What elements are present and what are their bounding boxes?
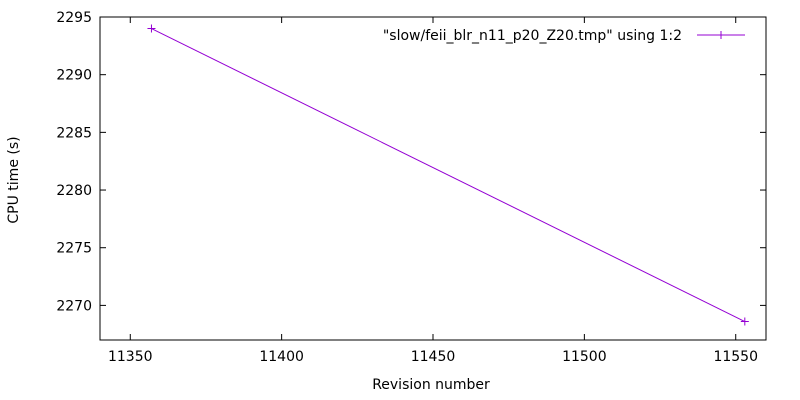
- series-layer: [147, 24, 749, 326]
- y-tick-label: 2295: [56, 10, 92, 26]
- y-axis-label: CPU time (s): [6, 136, 22, 223]
- y-tick-label: 2275: [56, 241, 92, 257]
- x-tick-label: 11400: [259, 349, 304, 365]
- x-axis-ticks: 11350 11400 11450 11500 11550: [108, 17, 758, 365]
- x-tick-label: 11350: [108, 349, 153, 365]
- legend: "slow/feii_blr_n11_p20_Z20.tmp" using 1:…: [383, 28, 745, 44]
- y-tick-label: 2285: [56, 125, 92, 141]
- x-tick-label: 11550: [713, 349, 758, 365]
- x-tick-label: 11500: [562, 349, 607, 365]
- data-point-marker: [740, 317, 749, 326]
- x-axis-label: Revision number: [372, 377, 490, 393]
- y-axis-ticks: 2270 2275 2280 2285 2290 2295: [56, 10, 766, 314]
- x-tick-label: 11450: [411, 349, 456, 365]
- legend-marker: [717, 31, 725, 39]
- data-point-marker: [147, 24, 156, 33]
- plot-frame: [99, 16, 767, 341]
- y-tick-label: 2270: [56, 298, 92, 314]
- series-line: [151, 28, 746, 322]
- legend-label: "slow/feii_blr_n11_p20_Z20.tmp" using 1:…: [383, 28, 682, 44]
- y-tick-label: 2280: [56, 183, 92, 199]
- y-tick-label: 2290: [56, 68, 92, 84]
